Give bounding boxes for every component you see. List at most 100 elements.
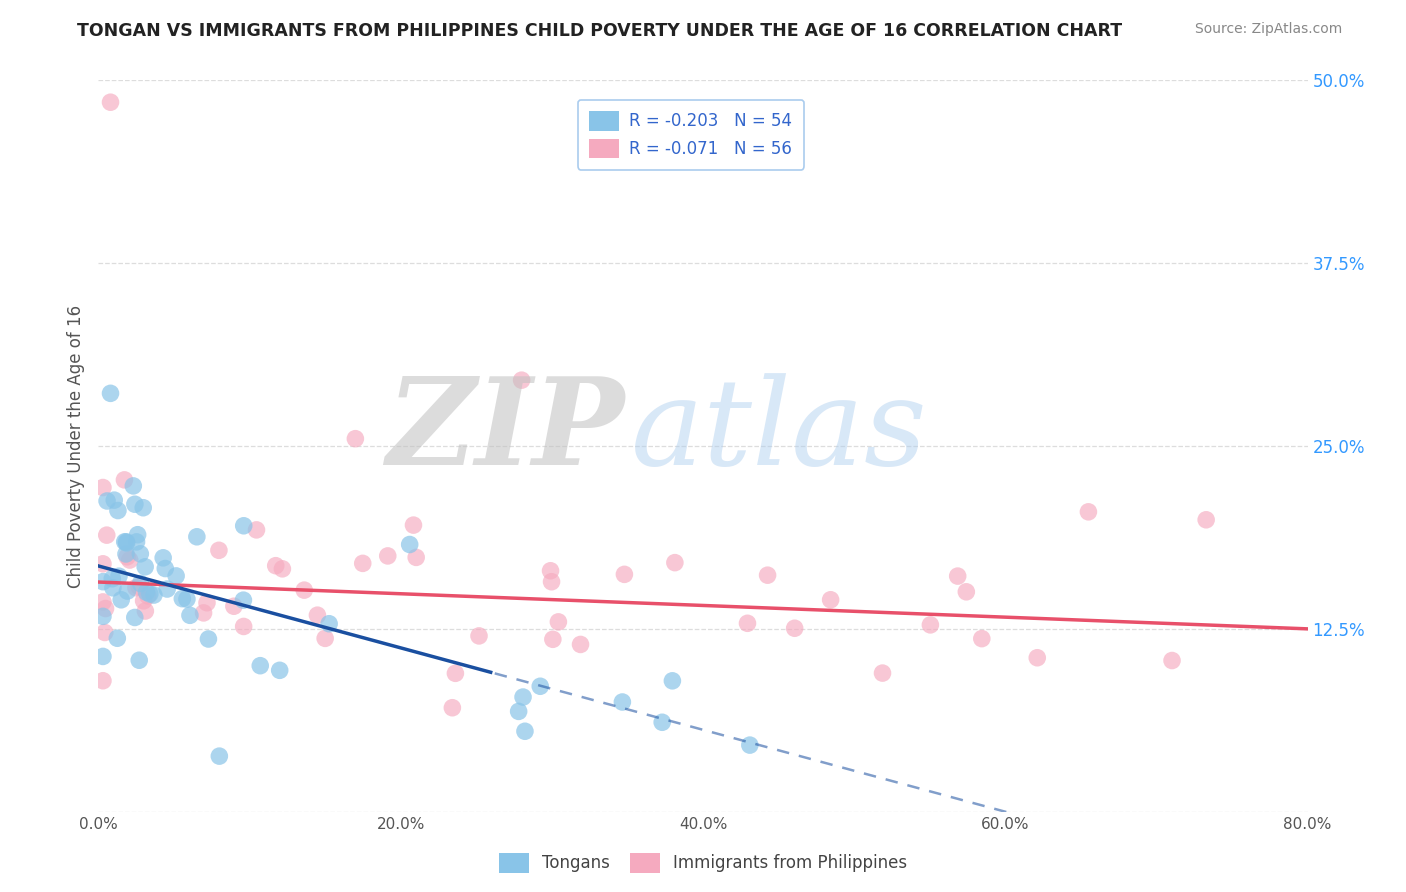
Point [249,658,271,673]
Point [820,592,842,607]
Point [344,432,367,446]
Point [271,562,294,576]
Point [405,550,427,565]
Point [91,557,114,571]
Point [208,543,231,558]
Point [179,608,201,623]
Point [91,649,114,664]
Point [318,616,340,631]
Point [970,632,993,646]
Point [96,494,118,508]
Point [208,749,231,764]
Point [1161,654,1184,668]
Point [352,557,374,571]
Point [232,518,254,533]
Point [269,663,291,677]
Point [152,550,174,565]
Point [920,618,942,632]
Point [651,715,673,730]
Point [664,556,686,570]
Point [155,561,177,575]
Point [529,679,551,693]
Point [136,589,159,603]
Point [91,481,114,495]
Point [232,593,254,607]
Point [513,724,536,739]
Point [127,527,149,541]
Point [197,632,219,646]
Point [129,547,152,561]
Point [264,558,287,573]
Point [110,592,132,607]
Y-axis label: Child Poverty Under the Age of 16: Child Poverty Under the Age of 16 [67,304,86,588]
Point [115,549,138,564]
Point [124,610,146,624]
Point [165,569,187,583]
Point [103,493,125,508]
Point [172,591,194,606]
Text: TONGAN VS IMMIGRANTS FROM PHILIPPINES CHILD POVERTY UNDER THE AGE OF 16 CORRELAT: TONGAN VS IMMIGRANTS FROM PHILIPPINES CH… [77,22,1122,40]
Point [307,608,329,623]
Point [402,518,425,533]
Point [508,705,530,719]
Point [100,95,122,110]
Point [872,666,894,681]
Point [541,632,564,647]
Point [176,592,198,607]
Point [115,536,138,550]
Point [195,596,218,610]
Point [134,559,156,574]
Point [783,621,806,635]
Point [569,637,592,651]
Point [91,609,114,624]
Point [398,537,420,551]
Point [101,572,124,586]
Point [193,606,215,620]
Point [115,534,138,549]
Point [468,629,491,643]
Point [132,500,155,515]
Point [540,574,562,589]
Point [612,695,634,709]
Point [94,625,117,640]
Point [91,595,114,609]
Point [756,568,779,582]
Point [314,632,336,646]
Point [441,700,464,714]
Text: Source: ZipAtlas.com: Source: ZipAtlas.com [1195,22,1343,37]
Point [946,569,969,583]
Point [156,582,179,596]
Point [613,567,636,582]
Legend: R = -0.203   N = 54, R = -0.071   N = 56: R = -0.203 N = 54, R = -0.071 N = 56 [578,100,804,169]
Point [139,587,162,601]
Point [105,632,128,646]
Point [510,373,533,387]
Point [377,549,399,563]
Point [114,534,136,549]
Point [101,581,124,595]
Point [129,576,152,591]
Point [135,585,157,599]
Text: atlas: atlas [630,373,927,490]
Point [512,690,534,704]
Point [142,588,165,602]
Point [547,615,569,629]
Legend: Tongans, Immigrants from Philippines: Tongans, Immigrants from Philippines [492,847,914,880]
Point [955,584,977,599]
Point [91,673,114,688]
Point [128,653,150,667]
Point [222,599,245,614]
Point [96,528,118,542]
Point [115,547,138,561]
Point [737,616,759,631]
Point [112,473,135,487]
Point [128,580,150,594]
Point [292,583,315,598]
Point [186,530,208,544]
Point [107,503,129,517]
Point [124,497,146,511]
Point [245,523,267,537]
Point [444,666,467,681]
Point [1195,513,1218,527]
Point [232,619,254,633]
